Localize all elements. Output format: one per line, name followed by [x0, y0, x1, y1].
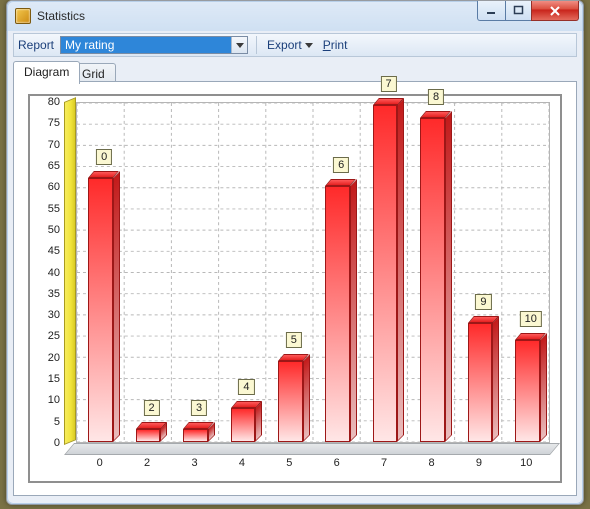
- tab-label: Diagram: [24, 65, 69, 79]
- bar-value-label: 10: [520, 311, 542, 327]
- x-tick-label: 8: [428, 457, 434, 469]
- x-tick-label: 2: [144, 457, 150, 469]
- chart-left-wall: [64, 97, 76, 445]
- bar: [231, 408, 256, 442]
- y-tick-label: 15: [48, 373, 60, 385]
- chevron-down-icon: [305, 43, 313, 48]
- bar: [420, 118, 445, 442]
- export-button[interactable]: Export: [265, 38, 315, 52]
- print-label: Print: [323, 38, 348, 52]
- y-tick-label: 35: [48, 288, 60, 300]
- close-icon: [549, 5, 561, 17]
- y-tick-label: 10: [48, 394, 60, 406]
- y-tick-label: 80: [48, 96, 60, 108]
- tabstrip: Diagram Grid: [13, 61, 577, 83]
- titlebar[interactable]: Statistics: [7, 1, 583, 31]
- y-tick-label: 55: [48, 203, 60, 215]
- bar: [515, 340, 540, 442]
- x-tick-label: 6: [334, 457, 340, 469]
- y-tick-label: 25: [48, 330, 60, 342]
- x-tick-label: 4: [239, 457, 245, 469]
- maximize-button[interactable]: [505, 1, 532, 21]
- bar: [325, 186, 350, 442]
- bar-value-label: 6: [333, 157, 349, 173]
- y-tick-label: 40: [48, 267, 60, 279]
- toolbar-separator: [256, 36, 257, 54]
- export-label: Export: [267, 38, 302, 52]
- tab-label: Grid: [82, 67, 105, 81]
- bar-value-label: 2: [144, 400, 160, 416]
- bar: [136, 429, 161, 442]
- app-icon: [15, 8, 31, 24]
- y-tick-label: 75: [48, 117, 60, 129]
- bars-container: 02345678910: [77, 103, 549, 442]
- bar-value-label: 4: [238, 379, 254, 395]
- bar: [88, 178, 113, 442]
- rating-chart: 02345678910 0510152025303540455055606570…: [28, 94, 562, 483]
- bar: [278, 361, 303, 442]
- y-tick-label: 20: [48, 352, 60, 364]
- report-combo[interactable]: My rating: [60, 36, 248, 54]
- x-tick-label: 0: [97, 457, 103, 469]
- y-tick-label: 30: [48, 309, 60, 321]
- combo-dropdown-button[interactable]: [231, 37, 247, 53]
- window-buttons: [478, 1, 579, 21]
- bar-value-label: 8: [428, 89, 444, 105]
- bar-value-label: 0: [96, 149, 112, 165]
- x-tick-label: 5: [286, 457, 292, 469]
- bar: [183, 429, 208, 442]
- bar-value-label: 3: [191, 400, 207, 416]
- maximize-icon: [513, 5, 524, 16]
- plot-area: 02345678910: [76, 102, 550, 443]
- chevron-down-icon: [236, 43, 244, 48]
- tab-content: 02345678910 0510152025303540455055606570…: [13, 81, 577, 496]
- bar-value-label: 7: [381, 76, 397, 92]
- x-axis-labels: 0 2 3 4 5 6 7 8 9 10: [76, 457, 550, 473]
- report-combo-value: My rating: [61, 37, 231, 53]
- chart-floor: [64, 443, 560, 455]
- close-button[interactable]: [531, 1, 579, 21]
- statistics-window: Statistics Report My rating Export: [6, 0, 584, 505]
- print-button[interactable]: Print: [321, 38, 350, 52]
- toolbar: Report My rating Export Print: [13, 33, 577, 57]
- minimize-button[interactable]: [477, 1, 506, 21]
- minimize-icon: [486, 5, 497, 16]
- bar-value-label: 9: [475, 294, 491, 310]
- bar: [373, 105, 398, 442]
- y-tick-label: 5: [54, 416, 60, 428]
- y-tick-label: 60: [48, 181, 60, 193]
- report-label: Report: [18, 38, 54, 52]
- y-tick-label: 70: [48, 139, 60, 151]
- y-tick-label: 0: [54, 437, 60, 449]
- tab-diagram[interactable]: Diagram: [13, 61, 80, 84]
- y-tick-label: 50: [48, 224, 60, 236]
- x-tick-label: 3: [191, 457, 197, 469]
- y-tick-label: 45: [48, 245, 60, 257]
- x-tick-label: 9: [476, 457, 482, 469]
- bar-value-label: 5: [286, 332, 302, 348]
- x-tick-label: 7: [381, 457, 387, 469]
- y-tick-label: 65: [48, 160, 60, 172]
- x-tick-label: 10: [520, 457, 532, 469]
- bar: [468, 323, 493, 442]
- y-axis-labels: 05101520253035404550556065707580: [30, 102, 62, 443]
- window-title: Statistics: [37, 9, 85, 23]
